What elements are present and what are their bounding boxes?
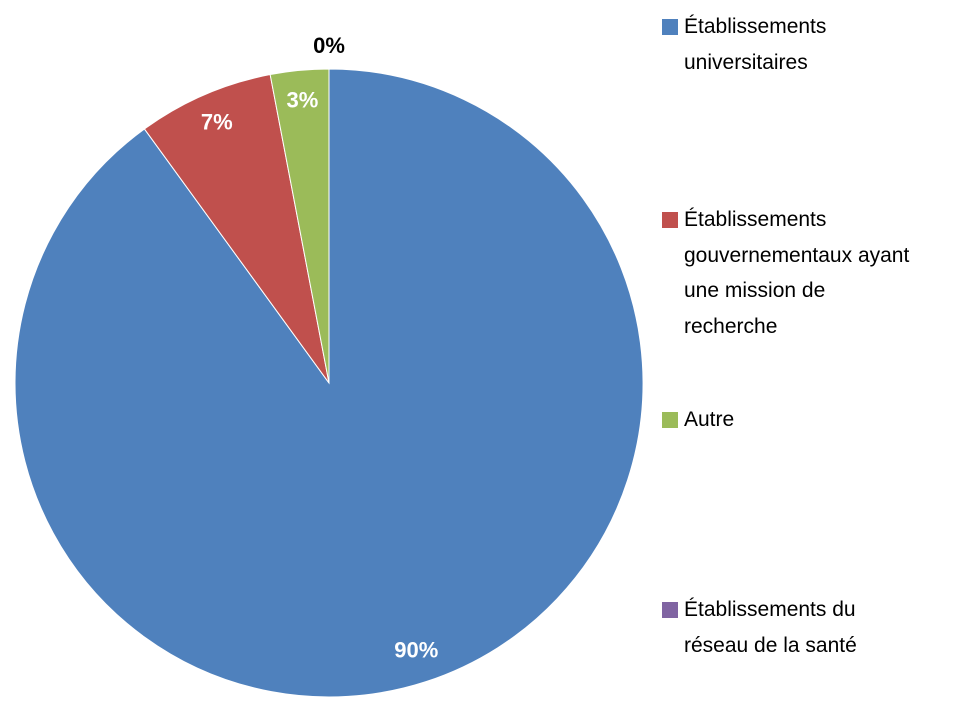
legend-label: Établissements universitaires	[684, 15, 827, 74]
data-label: 90%	[394, 638, 438, 663]
legend-label: Établissements gouvernementaux ayant une…	[684, 208, 910, 338]
pie-slice	[143, 73, 330, 384]
legend-label: Autre	[684, 408, 735, 432]
data-label: 0%	[313, 33, 345, 58]
legend-swatch	[662, 412, 678, 428]
legend-label: Établissements du réseau de la santé	[684, 598, 857, 657]
legend-swatch	[662, 602, 678, 618]
data-label: 7%	[201, 109, 233, 134]
legend-swatch	[662, 19, 678, 35]
data-label: 3%	[287, 87, 319, 112]
legend-swatch	[662, 212, 678, 228]
pie-slice	[269, 68, 330, 384]
